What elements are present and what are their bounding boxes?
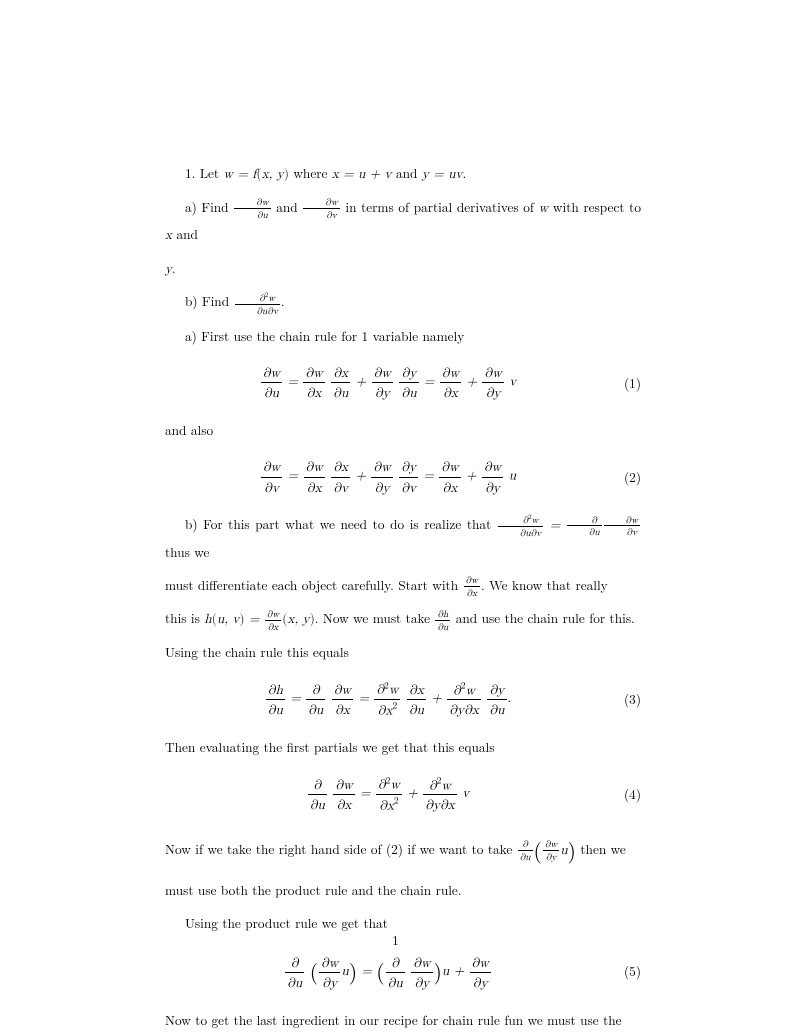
text: thus we [165,542,209,561]
text: must differentiate each object carefully… [165,575,463,594]
text: must use both the product rule and the c… [165,880,462,899]
y-line: y. [165,255,641,283]
eq-number: (5) [611,958,641,985]
part-b-question: b) Find ∂2w∂u∂v. [165,288,641,316]
text: and [392,163,422,182]
text: Using the chain rule this equals [165,642,349,661]
text: . [281,291,285,310]
text: b) Find [185,291,234,310]
part-b-line2: must differentiate each object carefully… [165,572,641,600]
frac-d2w-dudv: ∂2w∂u∂v [235,291,280,317]
page: 1. Let w = f(x, y) where x = u + v and y… [0,0,791,1024]
must-use-both: must use both the product rule and the c… [165,877,641,904]
text: and [172,224,198,243]
page-number: 1 [0,927,791,954]
text: this is [165,608,204,627]
text: Now to get the last ingredient in our re… [165,1010,622,1029]
eq-number: (1) [611,370,641,397]
part-b-line1: b) For this part what we need to do is r… [165,511,641,566]
text: where [289,163,332,182]
part-b-line4: Using the chain rule this equals [165,639,641,666]
frac-dw-dv: ∂w∂v [303,196,339,221]
eq-number: (4) [611,781,641,808]
now-if-we-take: Now if we take the right hand side of (2… [165,829,641,872]
text: 1. Let [185,163,224,182]
text: . We know that really [481,575,608,594]
part-a-question: a) Find ∂w∂u and ∂w∂v in terms of partia… [165,194,641,249]
then-evaluating: Then evaluating the first partials we ge… [165,734,641,761]
equation-4: ∂∂u ∂w∂x = ∂2w∂x2 + ∂2w∂y∂x v (4) [165,774,641,814]
equation-2: ∂w∂v = ∂w∂x ∂x∂v + ∂w∂y ∂y∂v = ∂w∂x + ∂w… [165,457,641,497]
text: and use the chain rule for this. [451,608,634,627]
eq-number: (3) [611,686,641,713]
text: with respect to [548,197,641,216]
text: and [272,197,303,216]
eq-number: (2) [611,464,641,491]
text: . [462,163,466,182]
part-a-solution-intro: a) First use the chain rule for 1 variab… [165,323,641,350]
last-ingredient: Now to get the last ingredient in our re… [165,1007,641,1034]
text: . [172,258,176,277]
text: Now if we take the right hand side of (2… [165,838,517,857]
and-also: and also [165,417,641,444]
equation-3: ∂h∂u = ∂∂u ∂w∂x = ∂2w∂x2 ∂x∂u + ∂2w∂y∂x … [165,679,641,719]
text: Then evaluating the first partials we ge… [165,737,494,756]
problem-statement: 1. Let w = f(x, y) where x = u + v and y… [165,160,641,188]
text: then we [576,838,626,857]
part-b-line3: this is h(u, v) = ∂w∂x(x, y). Now we mus… [165,605,641,633]
text: b) For this part what we need to do is r… [185,514,497,533]
frac-dw-du: ∂w∂u [234,196,270,221]
equation-1: ∂w∂u = ∂w∂x ∂x∂u + ∂w∂y ∂y∂u = ∂w∂x + ∂w… [165,363,641,403]
text: a) Find [185,197,233,216]
text: . Now we must take [315,608,435,627]
text: a) First use the chain rule for 1 variab… [185,326,464,345]
equation-5: ∂∂u (∂w∂yu) = (∂∂u ∂w∂y)u + ∂w∂y (5) [165,950,641,993]
text: in terms of partial derivatives of [341,197,539,216]
text: and also [165,420,213,439]
